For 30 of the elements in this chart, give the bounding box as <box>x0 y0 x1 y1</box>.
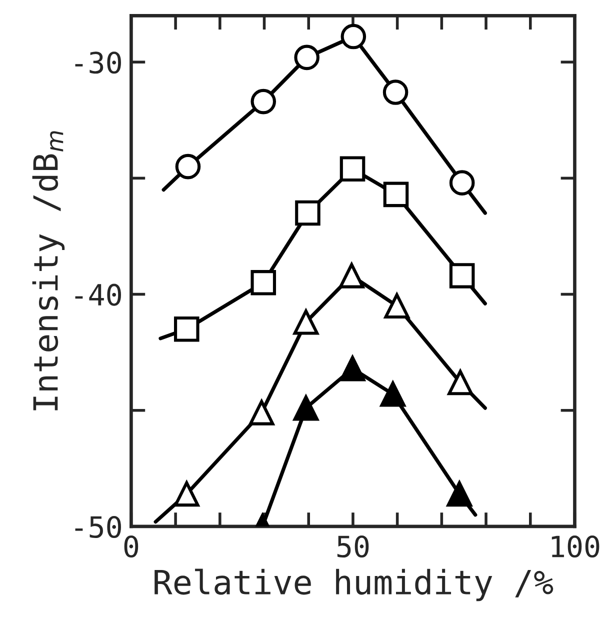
y-tick-label: -50 <box>75 516 121 538</box>
point <box>293 310 319 335</box>
y-tick-label: -40 <box>75 284 121 306</box>
x-axis-title: Relative humidity /% <box>154 568 554 602</box>
point <box>382 80 408 105</box>
point <box>380 381 406 407</box>
point <box>174 316 200 342</box>
x-tick-label: 100 <box>552 535 600 558</box>
point <box>295 200 320 226</box>
point <box>449 170 475 196</box>
point <box>250 270 276 296</box>
point <box>338 263 364 288</box>
y-tick-label: -30 <box>75 52 121 74</box>
point <box>383 182 409 208</box>
point <box>384 293 410 319</box>
point <box>340 24 366 50</box>
point <box>340 356 366 382</box>
point <box>340 156 366 182</box>
point <box>446 481 472 507</box>
point <box>250 88 276 114</box>
point <box>248 400 274 426</box>
x-tick-label: 50 <box>337 535 369 558</box>
point <box>448 370 473 396</box>
point <box>293 395 319 421</box>
y-axis-title: Intensity /dB$_{m}$ <box>32 131 65 410</box>
point <box>294 44 320 70</box>
x-tick-label: 0 <box>124 535 138 558</box>
point <box>449 263 475 288</box>
point <box>174 481 200 507</box>
point <box>175 154 201 180</box>
